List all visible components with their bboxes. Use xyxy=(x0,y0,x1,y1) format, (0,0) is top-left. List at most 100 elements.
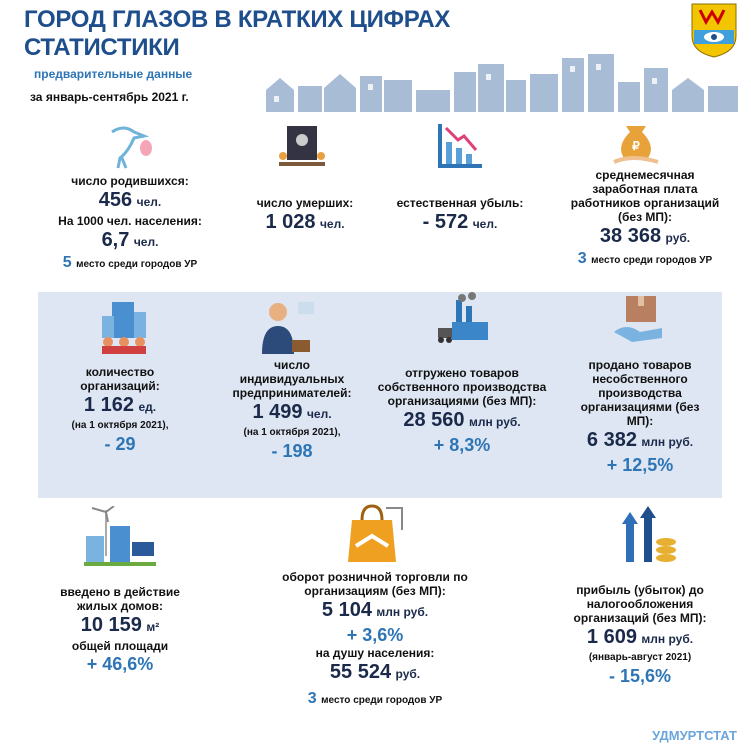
value: 28 560 xyxy=(403,409,465,431)
highlight-band xyxy=(38,292,722,498)
label: среднемесячная заработная плата работник… xyxy=(570,168,720,224)
value-row: 10 159 м² xyxy=(81,613,160,639)
rank-row: 5 место среди городов УР xyxy=(63,254,197,272)
stat-block: отгружено товаров собственного производс… xyxy=(372,366,552,456)
value: 38 368 xyxy=(599,225,662,247)
change: - 29 xyxy=(104,434,136,454)
value-row: 5 104 млн руб. xyxy=(322,598,428,624)
stat-block: оборот розничной торговли по организация… xyxy=(275,570,475,708)
value: 5 104 xyxy=(321,599,372,621)
stat-block: число родившихся: 456 чел. На 1000 чел. … xyxy=(30,174,230,272)
rank: 3 xyxy=(307,690,317,707)
value-row: 6,7 чел. xyxy=(102,228,159,254)
value-row: 28 560 млн руб. xyxy=(403,408,520,434)
label: число умерших: xyxy=(256,196,354,210)
label: естественная убыль: xyxy=(396,196,524,210)
rank: 5 xyxy=(62,254,72,271)
unit: млн руб. xyxy=(641,632,694,646)
unit: млн руб. xyxy=(641,435,694,449)
unit: руб. xyxy=(665,231,691,245)
label: число индивидуальных предпринимателей: xyxy=(232,358,352,400)
svg-text:₽: ₽ xyxy=(632,139,640,153)
rank-row: 3 место среди городов УР xyxy=(578,250,712,268)
value-row: 55 524 руб. xyxy=(330,660,420,686)
profit-icon xyxy=(622,506,676,562)
label: отгружено товаров собственного производс… xyxy=(377,366,547,408)
label: прибыль (убыток) до налогообложения орга… xyxy=(573,583,707,625)
label: оборот розничной торговли по организация… xyxy=(282,570,468,598)
change: - 198 xyxy=(271,441,313,461)
unit: чел. xyxy=(306,407,332,421)
value-row: 456 чел. xyxy=(99,188,161,214)
label: число родившихся: xyxy=(71,174,189,188)
value: - 572 xyxy=(422,211,469,233)
value: 1 609 xyxy=(586,626,637,648)
stork-icon xyxy=(111,126,152,169)
value-row: - 572 чел. xyxy=(423,210,498,236)
value: 6,7 xyxy=(101,229,130,251)
stat-block: прибыль (убыток) до налогообложения орга… xyxy=(565,583,715,687)
stat-block: среднемесячная заработная плата работник… xyxy=(560,168,730,268)
value: 6 382 xyxy=(586,429,637,451)
decline-icon xyxy=(438,124,482,168)
rank-text: место среди городов УР xyxy=(321,695,443,706)
stat-block: продано товаров несобственного производс… xyxy=(570,358,710,476)
coat-of-arms xyxy=(691,3,737,58)
value-row: 6 382 млн руб. xyxy=(587,428,693,454)
value-row: 1 609 млн руб. xyxy=(587,625,693,651)
stat-block: количество организаций: 1 162 ед. (на 1 … xyxy=(50,365,190,455)
value: 456 xyxy=(98,189,133,211)
value-row: 1 162 ед. xyxy=(84,393,156,419)
unit: м² xyxy=(146,620,160,634)
entrepreneur-icon xyxy=(262,302,314,354)
change: + 3,6% xyxy=(346,625,404,645)
stat-block: число индивидуальных предпринимателей: 1… xyxy=(222,358,362,462)
note: (на 1 октября 2021), xyxy=(71,420,169,431)
change: + 8,3% xyxy=(433,435,491,455)
note: (январь-август 2021) xyxy=(588,652,692,663)
rank: 3 xyxy=(577,250,587,267)
sub-label: общей площади xyxy=(71,639,169,653)
rank-row: 3 место среди городов УР xyxy=(308,690,442,708)
value: 1 499 xyxy=(252,401,303,423)
rank-text: место среди городов УР xyxy=(76,259,198,270)
unit: ед. xyxy=(138,400,157,414)
unit: чел. xyxy=(472,217,498,231)
stat-block: введено в действие жилых домов: 10 159 м… xyxy=(40,585,200,675)
unit: млн руб. xyxy=(376,605,429,619)
value: 10 159 xyxy=(80,614,142,636)
value: 1 162 xyxy=(83,394,134,416)
organizations-icon xyxy=(102,302,146,354)
title: ГОРОД ГЛАЗОВ В КРАТКИХ ЦИФРАХ СТАТИСТИКИ xyxy=(24,6,450,62)
sub-label: На 1000 чел. населения: xyxy=(58,214,202,228)
subtitle: предварительные данные xyxy=(34,67,193,81)
label: введено в действие жилых домов: xyxy=(60,585,180,613)
stat-block: естественная убыль: - 572 чел. xyxy=(385,196,535,236)
period: за январь-сентябрь 2021 г. xyxy=(30,90,189,104)
retail-icon xyxy=(348,504,403,562)
unit: чел. xyxy=(133,235,159,249)
value: 1 028 xyxy=(265,211,316,233)
money-icon: ₽ xyxy=(613,126,659,164)
unit: чел. xyxy=(136,195,162,209)
stat-block: число умерших: 1 028 чел. xyxy=(235,196,375,236)
unit: чел. xyxy=(319,217,345,231)
mourning-icon xyxy=(279,126,325,166)
change: - 15,6% xyxy=(608,666,672,686)
value: 55 524 xyxy=(329,661,392,683)
label: количество организаций: xyxy=(80,365,160,393)
title-line: ГОРОД ГЛАЗОВ В КРАТКИХ ЦИФРАХ xyxy=(24,6,451,33)
label: продано товаров несобственного производс… xyxy=(580,358,700,428)
skyline xyxy=(266,54,738,112)
value-row: 1 028 чел. xyxy=(265,210,344,236)
rank-text: место среди городов УР xyxy=(591,255,713,266)
goods-icon xyxy=(614,296,662,342)
title-line: СТАТИСТИКИ xyxy=(24,34,180,61)
value-row: 38 368 руб. xyxy=(600,224,690,250)
housing-icon xyxy=(84,506,156,566)
value-row: 1 499 чел. xyxy=(252,400,331,426)
change: + 46,6% xyxy=(86,654,154,674)
note: (на 1 октября 2021), xyxy=(243,427,341,438)
